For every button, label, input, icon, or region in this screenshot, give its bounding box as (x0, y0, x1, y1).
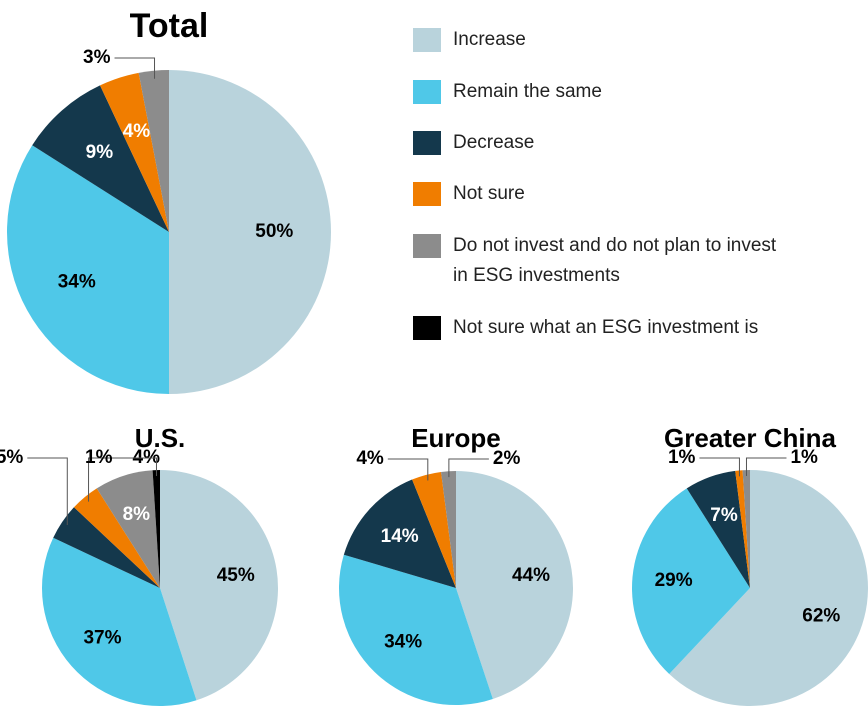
pie-slice (412, 471, 456, 588)
data-label: 4% (123, 121, 151, 142)
data-label: 1% (668, 447, 696, 468)
leader-line (27, 457, 68, 525)
legend-swatch (413, 131, 441, 155)
pie-slice (138, 70, 169, 232)
data-label: 62% (802, 605, 840, 626)
legend-label: Decrease (453, 132, 534, 153)
leader-line (448, 458, 489, 478)
pie-slice (456, 471, 574, 700)
pie-slice (6, 145, 170, 394)
chart-title: Greater China (664, 423, 836, 453)
pie-slice (41, 537, 197, 706)
data-label: 29% (655, 570, 693, 591)
leader-line (387, 458, 429, 481)
data-label: 14% (381, 526, 419, 547)
leader-line (114, 57, 156, 79)
data-label: 8% (123, 504, 151, 525)
data-label: 1% (790, 447, 818, 468)
leader-line (116, 457, 157, 476)
data-label: 9% (86, 142, 114, 163)
chart-title: Total (130, 7, 209, 45)
pie-slice (73, 488, 160, 588)
pie-slice (96, 470, 160, 588)
legend-swatch (413, 80, 441, 104)
pie-slice (632, 488, 750, 675)
pie-slice (742, 470, 750, 588)
chart-title: U.S. (135, 423, 186, 453)
data-label: 45% (217, 565, 255, 586)
pie-slice (339, 554, 493, 706)
pie-slice (686, 470, 750, 588)
legend-label: Do not invest and do not plan to invest (453, 235, 777, 256)
pie-slice (152, 470, 160, 588)
data-label: 37% (83, 628, 121, 649)
pie-slice (735, 470, 750, 588)
legend-label: Remain the same (453, 81, 602, 102)
leader-line (745, 457, 787, 476)
pie-slice (169, 70, 331, 394)
data-label: 2% (493, 448, 521, 469)
data-label: 3% (83, 47, 111, 68)
pie-slice (160, 470, 278, 701)
pie-slice (669, 470, 868, 706)
legend-swatch (413, 182, 441, 206)
legend-label: Not sure what an ESG investment is (453, 317, 758, 338)
data-label: 5% (0, 447, 23, 468)
data-label: 4% (356, 448, 384, 469)
data-label: 34% (384, 632, 422, 653)
legend-swatch (413, 234, 441, 258)
data-label: 44% (512, 565, 550, 586)
legend-swatch (413, 316, 441, 340)
pie-slice (100, 72, 169, 232)
data-label: 50% (255, 221, 293, 242)
pie-slice (441, 471, 456, 588)
pie-slice (53, 507, 160, 588)
pie-slice (343, 479, 456, 588)
data-label: 1% (85, 447, 113, 468)
leader-line (88, 457, 129, 502)
data-label: 34% (58, 272, 96, 293)
leader-line (699, 457, 740, 477)
chart-title: Europe (411, 423, 501, 453)
legend-label: Not sure (453, 183, 525, 204)
legend-swatch (413, 28, 441, 52)
legend-label: Increase (453, 29, 526, 50)
pie-slice (32, 85, 170, 232)
legend-label: in ESG investments (453, 265, 620, 286)
data-label: 7% (710, 505, 738, 526)
